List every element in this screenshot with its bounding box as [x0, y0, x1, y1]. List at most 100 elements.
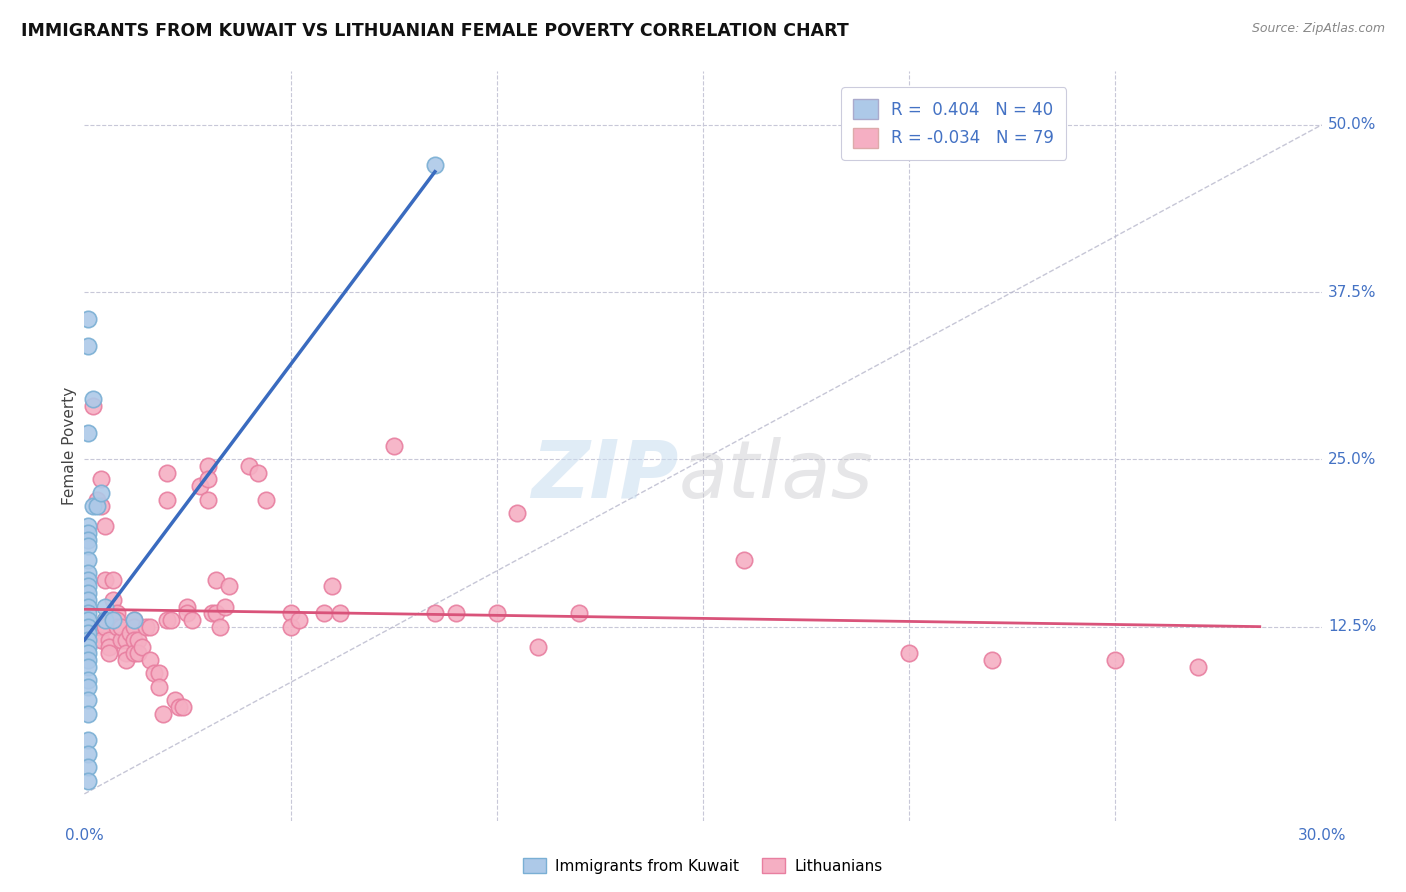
- Point: [77, 660, 100, 674]
- Point: [77, 607, 100, 621]
- Point: [898, 646, 921, 660]
- Point: [131, 640, 153, 654]
- Point: [122, 613, 145, 627]
- Point: [77, 653, 100, 667]
- Point: [77, 580, 100, 594]
- Point: [103, 613, 125, 627]
- Point: [148, 680, 170, 694]
- Point: [105, 607, 128, 621]
- Point: [172, 699, 194, 714]
- Point: [110, 619, 132, 633]
- Point: [114, 653, 136, 667]
- Point: [167, 699, 190, 714]
- Point: [77, 526, 100, 541]
- Point: [77, 633, 100, 648]
- Point: [86, 492, 108, 507]
- Text: 50.0%: 50.0%: [1327, 118, 1376, 132]
- Point: [506, 506, 529, 520]
- Point: [90, 500, 112, 514]
- Point: [139, 653, 162, 667]
- Point: [98, 633, 121, 648]
- Point: [139, 619, 162, 633]
- Point: [98, 640, 121, 654]
- Point: [280, 607, 302, 621]
- Point: [197, 459, 219, 474]
- Legend: R =  0.404   N = 40, R = -0.034   N = 79: R = 0.404 N = 40, R = -0.034 N = 79: [841, 87, 1066, 160]
- Point: [188, 479, 211, 493]
- Point: [77, 773, 100, 788]
- Point: [733, 552, 755, 567]
- Point: [423, 607, 446, 621]
- Point: [143, 666, 166, 681]
- Y-axis label: Female Poverty: Female Poverty: [62, 387, 77, 505]
- Point: [122, 619, 145, 633]
- Point: [127, 633, 149, 648]
- Point: [90, 633, 112, 648]
- Point: [94, 599, 117, 614]
- Point: [77, 733, 100, 747]
- Point: [1104, 653, 1126, 667]
- Point: [214, 599, 236, 614]
- Point: [82, 500, 104, 514]
- Point: [288, 613, 311, 627]
- Legend: Immigrants from Kuwait, Lithuanians: Immigrants from Kuwait, Lithuanians: [517, 852, 889, 880]
- Point: [980, 653, 1002, 667]
- Point: [77, 640, 100, 654]
- Point: [77, 760, 100, 774]
- Point: [77, 706, 100, 721]
- Point: [77, 312, 100, 326]
- Point: [485, 607, 508, 621]
- Point: [254, 492, 277, 507]
- Point: [122, 613, 145, 627]
- Point: [77, 519, 100, 533]
- Point: [527, 640, 550, 654]
- Point: [246, 466, 269, 480]
- Point: [77, 552, 100, 567]
- Point: [77, 425, 100, 440]
- Point: [118, 626, 141, 640]
- Point: [77, 613, 100, 627]
- Point: [77, 680, 100, 694]
- Point: [77, 339, 100, 353]
- Point: [205, 573, 228, 587]
- Point: [201, 607, 224, 621]
- Point: [205, 607, 228, 621]
- Text: Source: ZipAtlas.com: Source: ZipAtlas.com: [1251, 22, 1385, 36]
- Point: [280, 619, 302, 633]
- Point: [160, 613, 183, 627]
- Point: [321, 580, 343, 594]
- Point: [77, 599, 100, 614]
- Point: [165, 693, 187, 707]
- Point: [94, 519, 117, 533]
- Point: [77, 747, 100, 761]
- Point: [103, 573, 125, 587]
- Point: [98, 646, 121, 660]
- Point: [86, 500, 108, 514]
- Point: [77, 533, 100, 547]
- Point: [382, 439, 405, 453]
- Point: [176, 607, 198, 621]
- Text: 37.5%: 37.5%: [1327, 285, 1376, 300]
- Text: ZIP: ZIP: [531, 437, 678, 515]
- Point: [218, 580, 240, 594]
- Point: [197, 492, 219, 507]
- Point: [127, 646, 149, 660]
- Point: [444, 607, 467, 621]
- Point: [148, 666, 170, 681]
- Point: [77, 673, 100, 687]
- Point: [90, 619, 112, 633]
- Point: [94, 573, 117, 587]
- Point: [156, 466, 179, 480]
- Point: [209, 619, 232, 633]
- Text: atlas: atlas: [678, 437, 873, 515]
- Point: [122, 646, 145, 660]
- Point: [114, 646, 136, 660]
- Point: [238, 459, 260, 474]
- Point: [152, 706, 174, 721]
- Point: [77, 646, 100, 660]
- Point: [176, 599, 198, 614]
- Point: [94, 613, 117, 627]
- Point: [77, 619, 100, 633]
- Point: [90, 473, 112, 487]
- Point: [156, 492, 179, 507]
